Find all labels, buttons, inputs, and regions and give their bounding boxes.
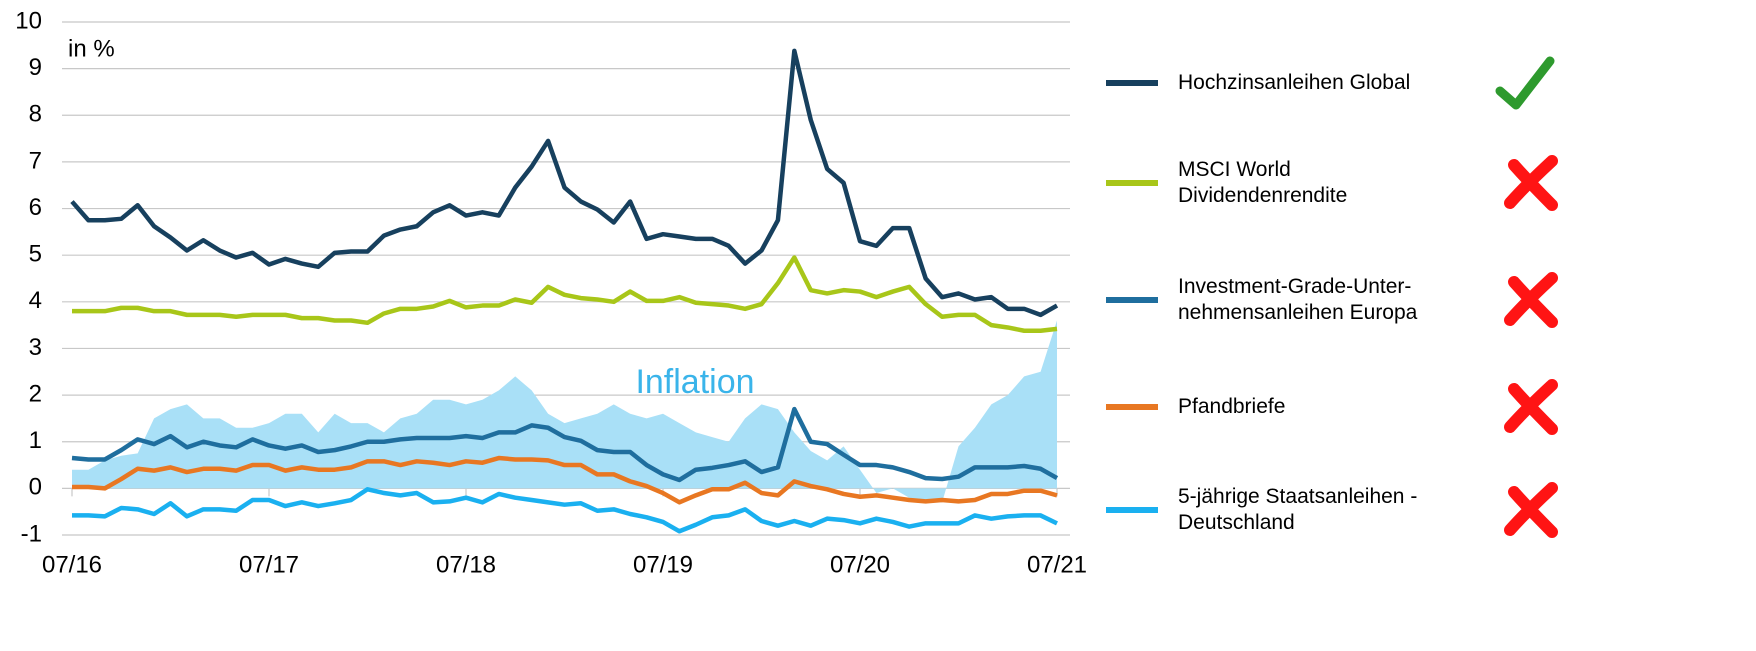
legend-label: MSCI World Dividendenrendite <box>1178 158 1348 207</box>
cross-icon <box>1504 272 1558 328</box>
y-tick-label: 0 <box>29 474 42 501</box>
legend-label: Pfandbriefe <box>1178 395 1286 418</box>
line <box>70 48 1059 318</box>
y-tick-label: 5 <box>29 241 42 268</box>
legend-label: 5-jährige Staatsanleihen - Deutschland <box>1178 485 1418 534</box>
y-tick-label: 3 <box>29 334 42 361</box>
cross-icon <box>1504 482 1558 538</box>
y-tick-label: 1 <box>29 427 42 454</box>
y-tick-label: 4 <box>29 287 42 314</box>
y-axis-label: in % <box>68 35 115 62</box>
y-tick-label: 10 <box>15 7 42 34</box>
x-tick-label: 07/21 <box>1027 551 1087 578</box>
cross-icon <box>1504 379 1558 435</box>
area-label: Inflation <box>635 363 754 401</box>
line <box>71 406 1059 483</box>
y-tick-label: 2 <box>29 380 42 407</box>
check-icon <box>1495 56 1555 110</box>
plot <box>70 48 1059 534</box>
y-tick-label: -1 <box>21 520 42 547</box>
x-tick-label: 07/16 <box>42 551 102 578</box>
x-tick-label: 07/19 <box>633 551 693 578</box>
area <box>72 320 1057 503</box>
x-tick-label: 07/20 <box>830 551 890 578</box>
line <box>72 487 1058 534</box>
y-tick-label: 7 <box>29 147 42 174</box>
legend-label: Hochzinsanleihen Global <box>1178 71 1411 94</box>
y-tick-label: 6 <box>29 194 42 221</box>
line <box>72 455 1058 505</box>
y-tick-label: 8 <box>29 101 42 128</box>
legend-label: Investment-Grade-Unter- nehmensanleihen … <box>1178 275 1418 324</box>
x-tick-label: 07/17 <box>239 551 299 578</box>
x-tick-label: 07/18 <box>436 551 496 578</box>
line <box>72 255 1058 333</box>
y-tick-label: 9 <box>29 54 42 81</box>
cross-icon <box>1504 155 1558 211</box>
